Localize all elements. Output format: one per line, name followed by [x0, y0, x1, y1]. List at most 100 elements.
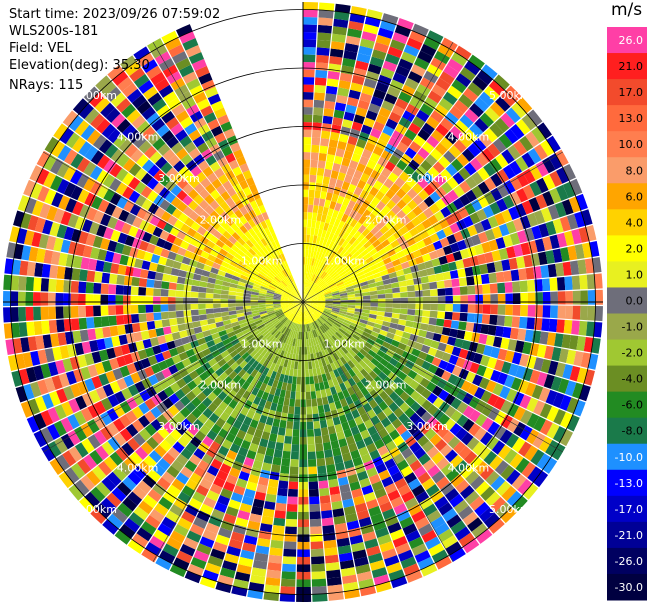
range-gate [296, 594, 312, 603]
range-gate [341, 157, 351, 167]
range-gate [215, 367, 225, 377]
range-gate [272, 525, 285, 534]
range-gate [275, 288, 283, 293]
colorbar-swatch [607, 547, 647, 575]
range-gate [242, 242, 251, 251]
range-gate [309, 304, 318, 308]
range-gate [334, 102, 347, 112]
range-gate [51, 192, 64, 208]
range-gate [297, 302, 303, 308]
range-gate [290, 451, 299, 460]
range-gate [343, 344, 352, 352]
range-gate [324, 100, 336, 110]
range-gate [465, 189, 477, 203]
range-gate [459, 66, 476, 82]
range-gate [201, 348, 212, 357]
range-gate [321, 272, 328, 280]
range-gate [274, 276, 281, 283]
range-gate [173, 160, 186, 173]
range-gate [200, 275, 209, 283]
range-gate [289, 322, 295, 330]
range-gate [224, 272, 233, 279]
range-gate [258, 304, 266, 308]
range-gate [228, 291, 237, 296]
range-gate [124, 144, 138, 158]
range-gate [434, 496, 449, 510]
range-gate [309, 315, 314, 323]
range-gate [217, 114, 230, 126]
range-gate [296, 331, 299, 340]
range-gate [38, 233, 49, 249]
range-gate [290, 293, 297, 298]
range-gate [209, 327, 219, 335]
range-gate [466, 436, 480, 451]
range-gate [430, 148, 443, 161]
range-gate [215, 534, 230, 546]
range-gate [360, 124, 373, 135]
range-gate [381, 341, 391, 349]
range-gate [259, 414, 268, 424]
range-gate [480, 486, 496, 502]
range-gate [318, 280, 325, 287]
range-gate [466, 313, 476, 323]
range-gate [310, 302, 318, 304]
range-gate [533, 144, 548, 161]
range-gate [360, 377, 370, 387]
range-gate [266, 393, 275, 403]
range-gate [421, 218, 432, 230]
range-gate [375, 34, 392, 47]
range-gate [426, 267, 436, 276]
range-gate [368, 473, 381, 485]
range-gate [344, 174, 353, 184]
range-gate [250, 307, 259, 312]
range-gate [123, 305, 131, 315]
range-gate [480, 218, 492, 231]
range-gate [320, 389, 327, 398]
range-gate [117, 324, 126, 336]
range-gate [303, 174, 310, 183]
range-gate [367, 361, 377, 371]
range-gate [303, 279, 306, 288]
range-gate [87, 258, 98, 271]
range-gate [303, 197, 309, 205]
range-gate [467, 285, 476, 295]
range-gate [203, 230, 213, 240]
range-gate [369, 379, 379, 389]
range-gate [447, 436, 461, 449]
range-gate [324, 547, 338, 557]
range-gate [195, 484, 209, 497]
range-gate [337, 220, 346, 230]
range-gate [27, 215, 39, 231]
range-gate [145, 296, 154, 305]
range-gate [179, 330, 188, 339]
range-gate [122, 158, 136, 172]
range-gate [331, 292, 340, 296]
range-gate [249, 419, 259, 429]
range-gate [501, 149, 515, 164]
range-gate [460, 485, 475, 500]
range-gate [458, 446, 472, 460]
range-gate [100, 213, 112, 227]
range-gate [55, 279, 64, 293]
range-gate [165, 203, 177, 215]
range-gate [303, 302, 311, 305]
range-gate [162, 326, 172, 335]
range-gate [55, 292, 64, 306]
range-gate [257, 273, 266, 280]
range-gate [131, 94, 147, 109]
range-gate [123, 285, 132, 295]
range-gate [222, 560, 238, 572]
range-gate [404, 396, 416, 407]
range-gate [217, 156, 229, 168]
range-gate [384, 307, 393, 313]
range-gate [189, 85, 204, 98]
range-gate [477, 167, 490, 181]
range-gate [280, 316, 287, 324]
ring-label: 2.00km [199, 213, 241, 226]
range-gate [158, 84, 174, 98]
range-gate [309, 182, 316, 191]
range-gate [217, 345, 227, 354]
range-gate [125, 213, 137, 225]
range-gate [246, 449, 257, 460]
range-gate [426, 135, 440, 148]
